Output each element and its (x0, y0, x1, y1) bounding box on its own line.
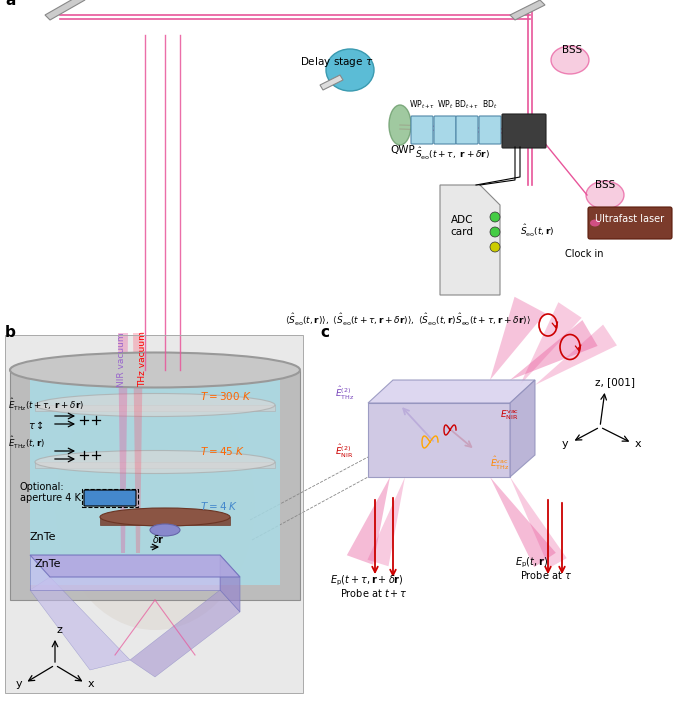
Text: b: b (5, 325, 16, 340)
Bar (5, 335, 303, 693)
Polygon shape (35, 462, 275, 468)
Ellipse shape (389, 105, 411, 145)
Text: $\hat{E}_{\rm THz}(t,\mathbf{r})$: $\hat{E}_{\rm THz}(t,\mathbf{r})$ (8, 434, 45, 450)
Text: WP$_{t+\tau}$: WP$_{t+\tau}$ (409, 98, 435, 110)
Polygon shape (130, 590, 240, 677)
Text: BSS: BSS (595, 180, 615, 190)
Ellipse shape (30, 360, 280, 387)
Text: z, [001]: z, [001] (595, 377, 635, 387)
Text: WP$_t$: WP$_t$ (437, 98, 453, 110)
Ellipse shape (326, 49, 374, 91)
Polygon shape (118, 333, 128, 553)
Text: $\langle\hat{S}_{\rm eo}(t,\mathbf{r})\rangle,\ \langle\hat{S}_{\rm eo}(t+\tau,\: $\langle\hat{S}_{\rm eo}(t,\mathbf{r})\r… (285, 311, 531, 326)
Polygon shape (520, 302, 582, 385)
Polygon shape (30, 555, 240, 577)
Text: $T = 45$ K: $T = 45$ K (200, 445, 245, 457)
Polygon shape (220, 555, 240, 612)
Text: ZnTe: ZnTe (35, 559, 62, 569)
Polygon shape (490, 477, 556, 567)
Polygon shape (35, 405, 275, 411)
Text: a: a (5, 0, 15, 8)
Text: aperture 4 K: aperture 4 K (20, 493, 81, 503)
Polygon shape (30, 374, 280, 585)
Text: $T = 300$ K: $T = 300$ K (200, 390, 251, 402)
Bar (82, 489, 138, 507)
Text: QWP: QWP (390, 145, 414, 155)
Text: Clock in: Clock in (565, 249, 603, 259)
FancyBboxPatch shape (434, 116, 456, 144)
Polygon shape (368, 380, 535, 403)
Text: Ultrafast laser: Ultrafast laser (595, 214, 664, 224)
Polygon shape (510, 320, 597, 380)
Polygon shape (347, 477, 390, 565)
Ellipse shape (551, 46, 589, 74)
Text: $E_{\rm p}(t+\tau, \mathbf{r}+\delta\mathbf{r})$: $E_{\rm p}(t+\tau, \mathbf{r}+\delta\mat… (330, 573, 403, 588)
Text: BD$_t$: BD$_t$ (482, 98, 498, 110)
Text: Probe at $\tau$: Probe at $\tau$ (520, 569, 572, 581)
Text: ZnTe: ZnTe (30, 532, 56, 542)
Text: BD$_{t+\tau}$: BD$_{t+\tau}$ (454, 98, 480, 110)
Polygon shape (510, 0, 545, 20)
Ellipse shape (35, 394, 275, 416)
Text: $T = 4$ K: $T = 4$ K (200, 500, 238, 512)
Text: z: z (57, 625, 63, 635)
FancyBboxPatch shape (411, 116, 433, 144)
Polygon shape (510, 477, 566, 568)
Text: ADC
card: ADC card (451, 215, 473, 237)
FancyBboxPatch shape (588, 207, 672, 239)
Ellipse shape (150, 524, 180, 536)
Text: $\hat{E}^{\rm vac}_{\rm THz}$: $\hat{E}^{\rm vac}_{\rm THz}$ (490, 455, 510, 471)
Text: Probe at $t+\tau$: Probe at $t+\tau$ (340, 587, 408, 599)
Circle shape (490, 212, 500, 222)
Ellipse shape (35, 450, 275, 473)
Polygon shape (133, 333, 143, 553)
Text: $\hat{S}_{\rm eo}(t+\tau,\ \mathbf{r}+\delta\mathbf{r})$: $\hat{S}_{\rm eo}(t+\tau,\ \mathbf{r}+\d… (415, 146, 490, 162)
FancyBboxPatch shape (502, 114, 546, 148)
Text: Optional:: Optional: (20, 482, 64, 492)
Polygon shape (368, 403, 510, 477)
Polygon shape (440, 185, 500, 295)
Text: $\hat{S}_{\rm eo}(t,\mathbf{r})$: $\hat{S}_{\rm eo}(t,\mathbf{r})$ (520, 223, 555, 239)
Text: $\tau\updownarrow$: $\tau\updownarrow$ (28, 420, 44, 431)
Ellipse shape (100, 508, 230, 526)
Text: $\delta\mathbf{r}$: $\delta\mathbf{r}$ (152, 533, 165, 545)
Text: y: y (562, 439, 569, 449)
Text: BSS: BSS (562, 45, 582, 55)
Ellipse shape (590, 220, 600, 226)
Polygon shape (368, 477, 405, 566)
Text: $\hat{E}^{(2)}_{\rm THz}$: $\hat{E}^{(2)}_{\rm THz}$ (335, 384, 354, 402)
Polygon shape (45, 0, 85, 20)
Bar (5, 335, 303, 693)
Text: $E_{\rm p}(t, \mathbf{r})$: $E_{\rm p}(t, \mathbf{r})$ (515, 555, 548, 570)
FancyBboxPatch shape (84, 490, 136, 506)
FancyBboxPatch shape (456, 116, 478, 144)
Polygon shape (10, 370, 300, 600)
Polygon shape (320, 75, 343, 90)
Polygon shape (510, 380, 535, 477)
Ellipse shape (10, 352, 300, 387)
Text: x: x (88, 679, 95, 689)
Polygon shape (30, 555, 220, 590)
Text: $E^{\rm vac}_{\rm NIR}$: $E^{\rm vac}_{\rm NIR}$ (500, 408, 519, 421)
Text: $\hat{E}^{(2)}_{\rm NIR}$: $\hat{E}^{(2)}_{\rm NIR}$ (335, 442, 353, 460)
Text: Delay stage $\tau$: Delay stage $\tau$ (300, 55, 373, 69)
Circle shape (490, 227, 500, 237)
Polygon shape (30, 577, 130, 670)
Polygon shape (490, 297, 545, 380)
FancyBboxPatch shape (479, 116, 501, 144)
Text: c: c (320, 325, 329, 340)
Text: NIR vacuum: NIR vacuum (118, 332, 127, 387)
Ellipse shape (55, 380, 255, 630)
Polygon shape (100, 517, 230, 525)
Circle shape (490, 242, 500, 252)
Text: x: x (635, 439, 642, 449)
Text: THz vacuum: THz vacuum (138, 331, 147, 387)
Text: y: y (16, 679, 23, 689)
Polygon shape (535, 325, 617, 385)
Text: $\hat{E}_{\rm THz}(t+\tau,\ \mathbf{r}+\delta\mathbf{r})$: $\hat{E}_{\rm THz}(t+\tau,\ \mathbf{r}+\… (8, 397, 84, 413)
Ellipse shape (586, 181, 624, 209)
